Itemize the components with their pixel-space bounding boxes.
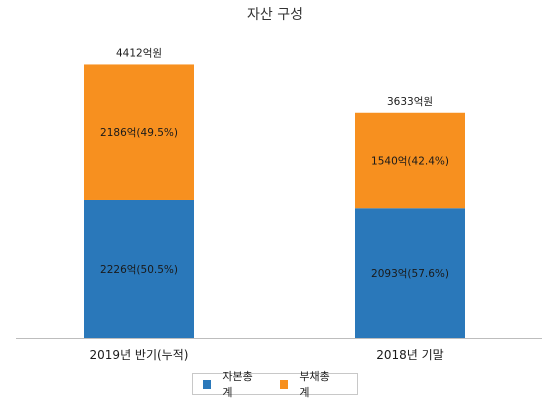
data-label-1-0: 2093억(57.6%) (371, 268, 449, 280)
data-label-0-1: 2186억(49.5%) (100, 127, 178, 139)
legend-swatch-liabilities (280, 379, 289, 389)
legend-item-equity[interactable]: 자본총계 (203, 368, 260, 400)
legend-item-liabilities[interactable]: 부채총계 (280, 368, 337, 400)
bar-segment-0-0 (84, 199, 194, 338)
x-tick-label-1: 2018년 기말 (376, 348, 443, 362)
legend-swatch-equity (203, 379, 212, 389)
chart-title: 자산 구성 (247, 7, 303, 23)
x-tick-label-0: 2019년 반기(누적) (90, 348, 189, 362)
bar-segment-1-1 (355, 112, 465, 209)
total-label-1: 3633억원 (387, 96, 433, 108)
bar-segment-1-0 (355, 208, 465, 338)
bars-group (84, 64, 465, 338)
bar-segment-0-1 (84, 64, 194, 200)
total-label-0: 4412억원 (116, 47, 162, 59)
labels-group: 2226억(50.5%) 2186억(49.5%) 4412억원 2019년 반기(누… (90, 47, 449, 362)
legend-label-equity: 자본총계 (222, 370, 253, 399)
legend: 자본총계 부채총계 (192, 370, 358, 399)
data-label-0-0: 2226억(50.5%) (100, 264, 178, 276)
legend-label-liabilities: 부채총계 (299, 370, 330, 399)
data-label-1-1: 1540억(42.4%) (371, 155, 449, 167)
